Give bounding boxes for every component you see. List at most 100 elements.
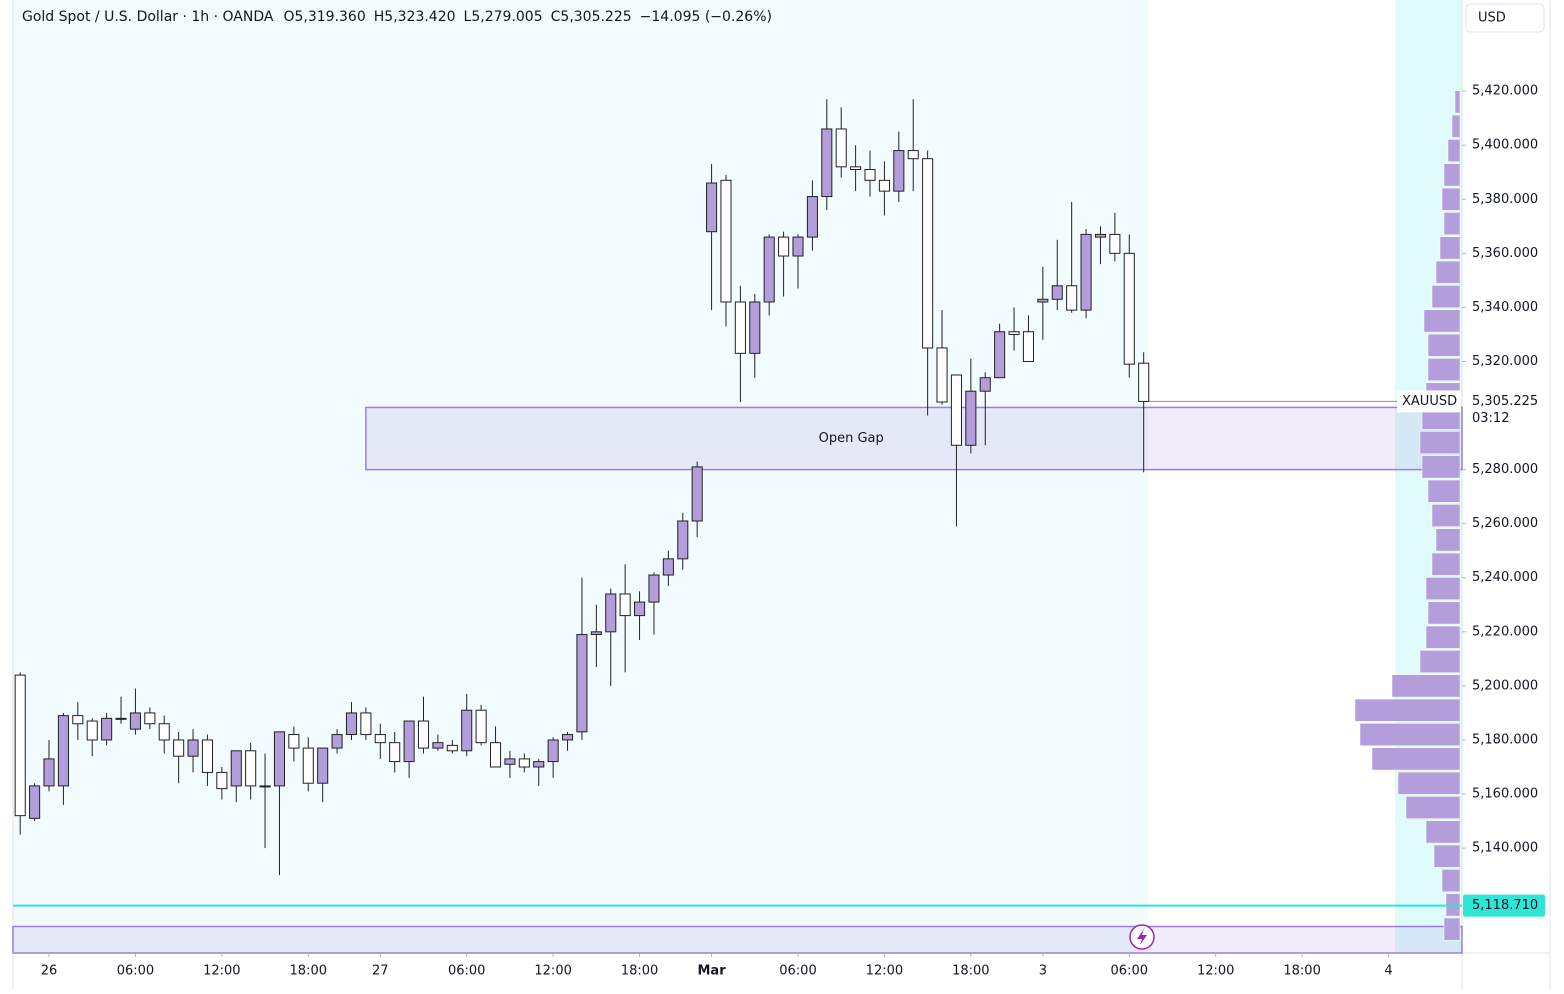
x-tick-label: 06:00 xyxy=(779,964,816,979)
y-tick-label: 5,280.000 xyxy=(1472,462,1538,477)
x-tick-label: 12:00 xyxy=(203,964,240,979)
candle-body xyxy=(1051,285,1063,300)
gap-label: Open Gap xyxy=(819,431,884,446)
candle-body xyxy=(29,785,41,819)
volume-profile-bar xyxy=(1443,163,1461,187)
y-tick-label: 5,200.000 xyxy=(1472,678,1538,693)
last-price: 5,305.225 xyxy=(1472,394,1538,409)
candle-body xyxy=(360,712,372,736)
candle-body xyxy=(518,758,530,768)
candle-body xyxy=(619,593,631,617)
currency[interactable]: USD xyxy=(1478,11,1506,26)
candle-body xyxy=(288,734,300,749)
candle-body xyxy=(720,179,732,303)
candle-body xyxy=(821,128,833,198)
candle-body xyxy=(533,761,545,768)
x-tick-label: 12:00 xyxy=(534,964,571,979)
candle-body xyxy=(245,750,257,787)
candle-body xyxy=(201,739,213,773)
volume-profile-bar xyxy=(1423,309,1461,333)
volume-profile-bar xyxy=(1397,771,1461,795)
candle-body xyxy=(893,150,905,192)
ohlc-key: L xyxy=(464,9,472,25)
candle-body xyxy=(403,720,415,763)
candle-body xyxy=(86,720,98,741)
volume-profile-bar xyxy=(1425,820,1461,844)
candle-body xyxy=(446,744,458,752)
currency-button[interactable] xyxy=(1465,3,1545,33)
candle-body xyxy=(144,712,156,725)
session-background xyxy=(13,0,1148,953)
y-tick-label: 5,220.000 xyxy=(1472,624,1538,639)
candle-body xyxy=(187,739,199,757)
level-label: 5,118.710 xyxy=(1472,898,1538,913)
x-tick-label: 12:00 xyxy=(1197,964,1234,979)
x-tick-label: 18:00 xyxy=(952,964,989,979)
candle-body xyxy=(634,601,646,617)
candle-body xyxy=(273,731,286,787)
x-tick-label: 18:00 xyxy=(621,964,658,979)
candle-body xyxy=(331,734,343,749)
candle-body xyxy=(432,742,444,749)
volume-profile-bar xyxy=(1425,577,1461,600)
candle-body xyxy=(677,520,689,560)
candle-body xyxy=(590,631,602,636)
candle-body xyxy=(749,301,761,354)
title: Gold Spot / U.S. Dollar · 1h · OANDA xyxy=(22,9,274,25)
candle-body xyxy=(72,715,84,725)
candle-body xyxy=(302,747,314,784)
y-tick-label: 5,180.000 xyxy=(1472,732,1538,747)
candle-body xyxy=(547,739,559,763)
candle-body xyxy=(806,196,818,238)
candle-body xyxy=(907,150,919,160)
y-tick-label: 5,260.000 xyxy=(1472,516,1538,531)
header: Gold Spot / U.S. Dollar · 1h · OANDA O 5,3… xyxy=(22,9,772,25)
candle-body xyxy=(922,158,934,349)
volume-profile-bar xyxy=(1405,796,1461,819)
ohlc-value: 5,305.225 xyxy=(560,9,631,25)
candle-body xyxy=(648,574,660,603)
volume-profile-bar xyxy=(1441,187,1461,211)
candle-body xyxy=(561,734,574,741)
volume-profile-bar xyxy=(1431,504,1461,527)
volume-profile-bar xyxy=(1427,358,1461,381)
volume-profile-bar xyxy=(1451,114,1461,138)
y-tick-label: 5,340.000 xyxy=(1472,300,1538,315)
candle-body xyxy=(1080,233,1092,311)
x-tick-label: 4 xyxy=(1384,964,1392,979)
ohlc-value: 5,323.420 xyxy=(384,9,455,25)
gap-zone xyxy=(365,406,1463,471)
alert-bolt xyxy=(1137,929,1147,945)
x-tick-label: 26 xyxy=(41,964,58,979)
candle-body xyxy=(605,593,617,633)
volume-profile-bar xyxy=(1427,479,1461,503)
volume-profile-bar xyxy=(1431,285,1461,308)
candle-body xyxy=(1022,331,1034,362)
ohlc-key: O xyxy=(283,9,294,25)
volume-profile-bar xyxy=(1439,236,1461,260)
candle-body xyxy=(1094,233,1107,238)
candle-body xyxy=(778,236,790,257)
volume-profile-bar xyxy=(1443,917,1461,941)
level-label-bg xyxy=(1463,894,1545,917)
candle-body xyxy=(864,169,876,181)
plot: Open Gap 5,118.710 XAUUSD 5,305.225 03:12 5,1… xyxy=(12,84,1545,979)
candle-body xyxy=(1066,285,1078,311)
volume-profile-bar xyxy=(1454,90,1461,114)
candle-body xyxy=(835,128,847,168)
volume-profile-bar xyxy=(1425,625,1461,649)
x-tick-label: 06:00 xyxy=(1111,964,1148,979)
candle-body xyxy=(1037,298,1049,303)
candle-body xyxy=(763,236,775,303)
countdown: 03:12 xyxy=(1472,411,1509,426)
x-tick-label: 12:00 xyxy=(866,964,903,979)
x-tick-label: 06:00 xyxy=(117,964,154,979)
candle-body xyxy=(950,374,962,446)
candle-body xyxy=(489,742,502,768)
y-tick-label: 5,400.000 xyxy=(1472,138,1538,153)
candle-body xyxy=(576,634,588,733)
ohlc-key: C xyxy=(551,9,561,25)
volume-profile-bar xyxy=(1421,455,1461,479)
candle-body xyxy=(1123,252,1135,365)
volume-profile-bar xyxy=(1419,431,1461,454)
